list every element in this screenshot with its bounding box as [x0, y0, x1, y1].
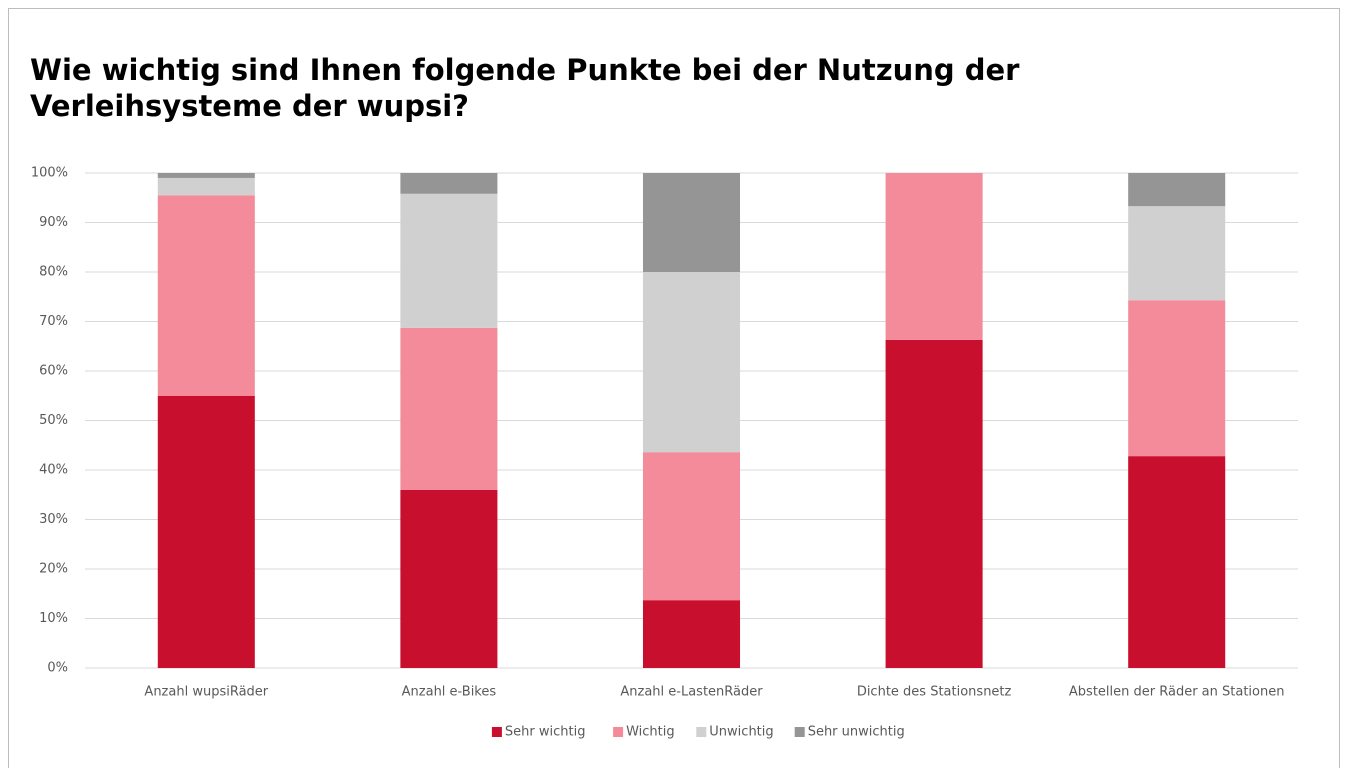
y-tick-label: 70% [39, 314, 68, 329]
bar-segment [157, 177, 255, 196]
x-tick-label: Anzahl e-LastenRäder [620, 685, 763, 700]
x-tick-label: Dichte des Stationsnetz [857, 685, 1012, 700]
bar-segment [157, 195, 255, 396]
bar-segment [642, 600, 741, 668]
legend-label: Unwichtig [709, 725, 773, 740]
legend-swatch [613, 727, 624, 737]
bar-segment [157, 395, 255, 668]
legend-label: Wichtig [626, 725, 675, 740]
legend-swatch [696, 727, 707, 737]
y-tick-label: 60% [39, 364, 68, 379]
legend-label: Sehr unwichtig [808, 725, 905, 740]
x-tick-label: Abstellen der Räder an Stationen [1069, 685, 1285, 700]
y-tick-label: 50% [39, 413, 68, 428]
legend-swatch [491, 727, 502, 737]
x-tick-label: Anzahl e-Bikes [402, 685, 497, 700]
legend-label: Sehr wichtig [505, 725, 586, 740]
bar-segment [885, 173, 983, 340]
y-tick-label: 20% [39, 562, 68, 577]
y-tick-label: 100% [31, 166, 68, 181]
bar-segment [642, 173, 741, 272]
y-tick-label: 30% [39, 512, 68, 527]
bar-segment [1128, 300, 1226, 457]
bar-segment [1128, 456, 1226, 668]
chart-title: Wie wichtig sind Ihnen folgende Punkte b… [30, 53, 1020, 123]
legend-swatch [794, 727, 805, 737]
bar-segment [1128, 173, 1226, 207]
bar-segment [642, 452, 741, 601]
y-tick-label: 90% [39, 215, 68, 230]
bar-segment [642, 272, 741, 453]
bar-segment [400, 193, 498, 328]
bar-segment [400, 327, 498, 490]
bar-segment [885, 339, 983, 668]
y-tick-label: 10% [39, 611, 68, 626]
bar-segment [400, 489, 498, 668]
chart-frame [8, 8, 1340, 768]
bar-segment [157, 173, 255, 178]
y-tick-label: 0% [47, 661, 68, 676]
bar-segment [1128, 206, 1226, 301]
y-tick-label: 80% [39, 265, 68, 280]
x-tick-label: Anzahl wupsiRäder [144, 685, 268, 700]
bar-segment [400, 173, 498, 194]
y-tick-label: 40% [39, 463, 68, 478]
